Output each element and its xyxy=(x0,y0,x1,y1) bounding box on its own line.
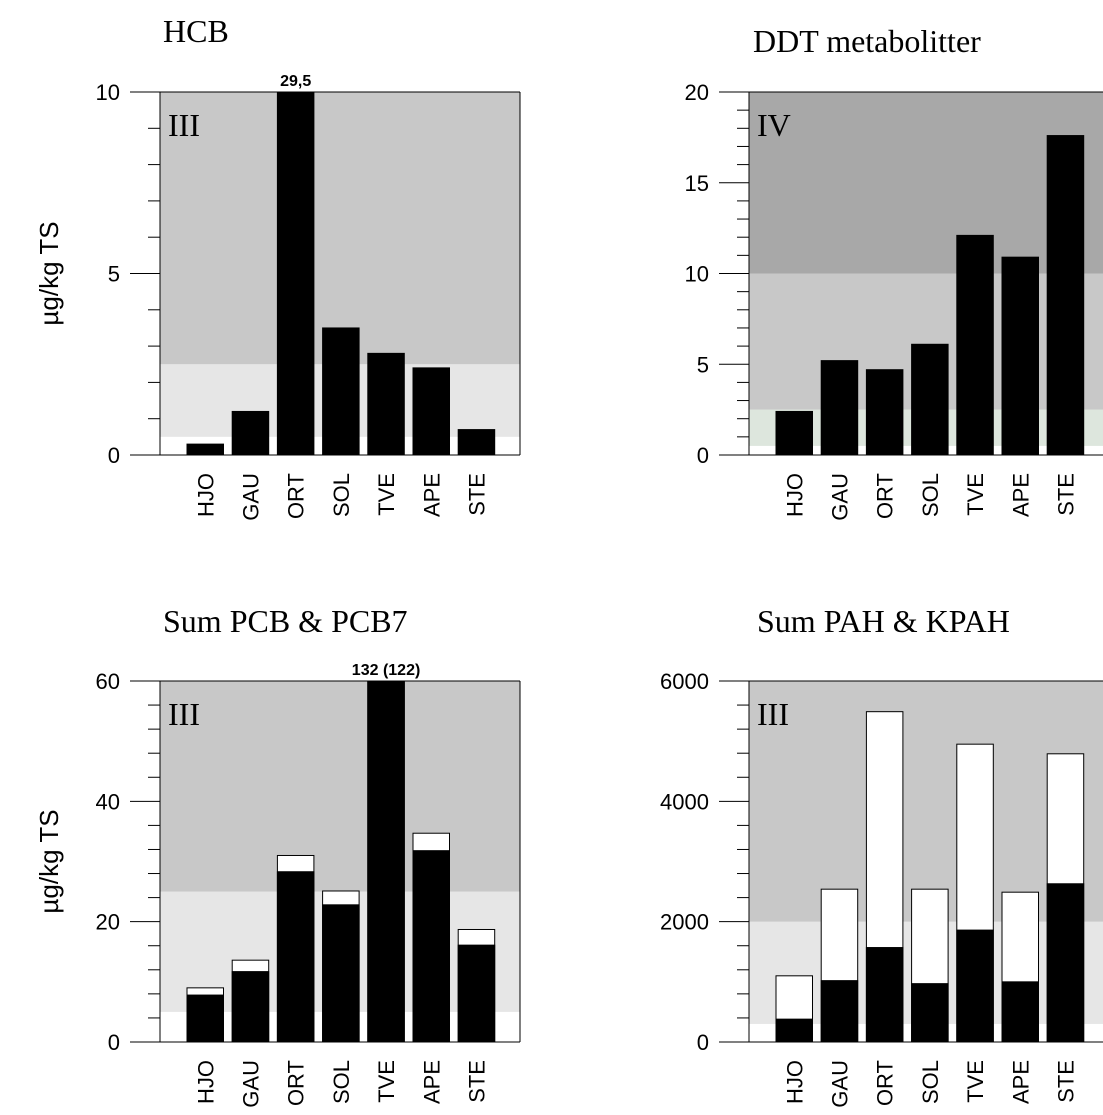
category-label-ste: STE xyxy=(464,473,489,516)
bar-inner-sol xyxy=(322,904,360,1043)
category-label-ape: APE xyxy=(419,1060,444,1104)
category-label-ort: ORT xyxy=(873,473,898,519)
category-label-hjo: HJO xyxy=(782,1060,807,1104)
chart-title: Sum PAH & KPAH xyxy=(757,603,1010,639)
bar-inner-ort xyxy=(865,947,904,1043)
category-label-ort: ORT xyxy=(873,1060,898,1106)
category-label-gau: GAU xyxy=(827,473,852,521)
bar-gau xyxy=(820,360,859,456)
y-tick-label: 10 xyxy=(685,262,709,287)
bar-sol xyxy=(911,343,949,456)
y-axis-label: µg/kg TS xyxy=(34,809,64,913)
category-label-gau: GAU xyxy=(827,1060,852,1108)
bar-hjo xyxy=(186,443,224,456)
bar-inner-gau xyxy=(820,980,859,1043)
y-tick-label: 10 xyxy=(96,80,120,105)
class-band-4 xyxy=(749,92,1103,274)
bar-inner-ape xyxy=(1001,981,1039,1043)
category-label-hjo: HJO xyxy=(782,473,807,517)
y-tick-label: 4000 xyxy=(660,789,709,814)
bar-gau xyxy=(231,410,270,456)
class-label: III xyxy=(757,696,789,732)
bar-inner-tve xyxy=(367,680,405,1043)
y-tick-label: 6000 xyxy=(660,669,709,694)
y-tick-label: 0 xyxy=(108,1030,120,1055)
y-tick-label: 5 xyxy=(108,262,120,287)
class-label: IV xyxy=(757,107,791,143)
bar-inner-ste xyxy=(1046,883,1085,1043)
class-label: III xyxy=(168,107,200,143)
bar-ste xyxy=(457,429,496,456)
bar-inner-ste xyxy=(457,944,496,1043)
category-label-hjo: HJO xyxy=(193,1060,218,1104)
category-label-tve: TVE xyxy=(374,1060,399,1103)
bar-hjo xyxy=(775,410,813,456)
category-label-ape: APE xyxy=(1008,473,1033,517)
category-label-hjo: HJO xyxy=(193,473,218,517)
bar-ape xyxy=(1001,256,1039,456)
category-label-sol: SOL xyxy=(329,1060,354,1104)
chart-title: HCB xyxy=(163,13,229,49)
chart-1: 0 5 10 HJO GAU ORT SOL TVE APE STE HCB III 29,5 µg/kg… xyxy=(34,13,521,521)
bar-inner-ort xyxy=(276,871,315,1043)
category-label-ape: APE xyxy=(419,473,444,517)
category-label-sol: SOL xyxy=(918,473,943,517)
bar-tve xyxy=(367,352,405,456)
bar-inner-gau xyxy=(231,971,270,1043)
bar-tve xyxy=(956,234,994,456)
y-tick-label: 60 xyxy=(96,669,120,694)
y-tick-label: 0 xyxy=(697,443,709,468)
category-label-gau: GAU xyxy=(238,473,263,521)
chart-4: 0 2000 4000 6000 HJO GAU ORT SOL TVE APE STE Sum PA… xyxy=(660,603,1103,1108)
category-label-ape: APE xyxy=(1008,1060,1033,1104)
y-tick-label: 0 xyxy=(697,1030,709,1055)
bar-ape xyxy=(412,367,450,456)
category-label-ort: ORT xyxy=(284,1060,309,1106)
class-band-3 xyxy=(160,681,520,892)
chart-3: 0 20 40 60 HJO GAU ORT SOL TVE APE STE Sum PCB & PC… xyxy=(34,603,521,1108)
category-label-tve: TVE xyxy=(963,473,988,516)
y-tick-label: 2000 xyxy=(660,910,709,935)
category-label-ste: STE xyxy=(1053,1060,1078,1103)
y-axis-label: µg/kg TS xyxy=(34,221,64,325)
category-label-tve: TVE xyxy=(963,1060,988,1103)
bar-ort xyxy=(276,91,315,456)
class-band-3 xyxy=(160,92,520,365)
category-label-sol: SOL xyxy=(918,1060,943,1104)
category-label-ort: ORT xyxy=(284,473,309,519)
chart-2: 0 5 10 15 20 HJO GAU ORT SOL TVE APE STE DDT metabol… xyxy=(685,23,1103,521)
category-label-tve: TVE xyxy=(374,473,399,516)
bar-ste xyxy=(1046,135,1085,456)
data-label-tve: 132 (122) xyxy=(352,662,421,679)
data-label-ort: 29,5 xyxy=(280,73,311,90)
y-tick-label: 20 xyxy=(685,80,709,105)
chart-title: Sum PCB & PCB7 xyxy=(163,603,408,639)
chart-title: DDT metabolitter xyxy=(753,23,981,59)
category-label-gau: GAU xyxy=(238,1060,263,1108)
category-label-ste: STE xyxy=(1053,473,1078,516)
category-label-ste: STE xyxy=(464,1060,489,1103)
y-tick-label: 5 xyxy=(697,352,709,377)
class-band-3 xyxy=(749,681,1103,922)
bar-inner-ape xyxy=(412,850,450,1043)
bar-inner-tve xyxy=(956,929,994,1043)
bar-ort xyxy=(865,369,904,456)
category-label-sol: SOL xyxy=(329,473,354,517)
class-label: III xyxy=(168,696,200,732)
y-tick-label: 15 xyxy=(685,171,709,196)
bar-inner-sol xyxy=(911,983,949,1043)
bar-inner-hjo xyxy=(186,994,224,1043)
y-tick-label: 0 xyxy=(108,443,120,468)
bar-inner-hjo xyxy=(775,1018,813,1043)
y-tick-label: 20 xyxy=(96,910,120,935)
bar-sol xyxy=(322,327,360,456)
y-tick-label: 40 xyxy=(96,789,120,814)
